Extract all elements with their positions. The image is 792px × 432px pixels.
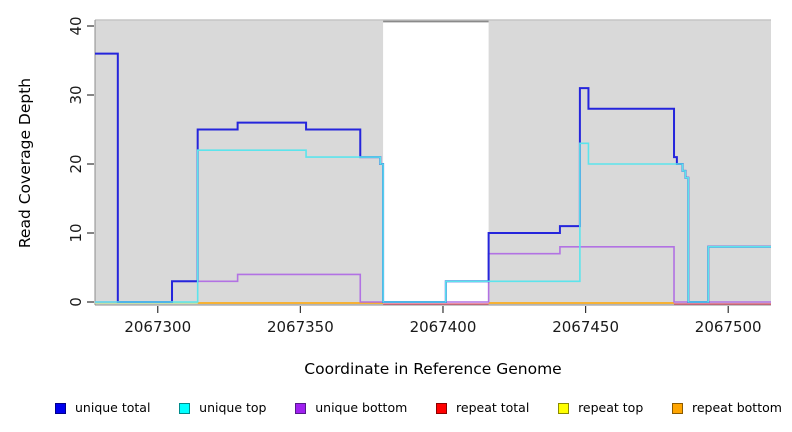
x-tick-label: 2067450: [552, 318, 619, 336]
y-tick-label: 0: [67, 297, 85, 307]
x-tick-label: 2067400: [410, 318, 477, 336]
highlight-band: [383, 21, 489, 305]
y-tick-label: 40: [67, 16, 85, 35]
legend-item-repeat-total: repeat total: [436, 399, 530, 415]
legend-item-unique-bottom: unique bottom: [295, 399, 408, 415]
series-unique-top: [95, 142, 771, 303]
y-tick-label: 20: [67, 154, 85, 173]
legend-label: repeat bottom: [692, 399, 782, 415]
legend-label: repeat total: [456, 399, 530, 415]
data-series: [95, 52, 771, 305]
y-axis-title: Read Coverage Depth: [16, 78, 34, 248]
legend: unique total unique top unique bottom repea…: [55, 398, 782, 418]
y-tick-label: 30: [67, 85, 85, 104]
y-tick-label: 10: [67, 223, 85, 242]
x-tick-label: 2067300: [124, 318, 191, 336]
legend-label: unique bottom: [315, 399, 408, 415]
legend-swatch-icon: [558, 402, 570, 414]
legend-label: unique total: [75, 399, 151, 415]
x-axis-title: Coordinate in Reference Genome: [304, 360, 561, 378]
plot-panel: [95, 19, 771, 305]
x-tick-label: 2067500: [695, 318, 762, 336]
legend-item-unique-top: unique top: [179, 399, 267, 415]
legend-item-unique-total: unique total: [55, 399, 151, 415]
legend-swatch-icon: [436, 402, 448, 414]
legend-item-repeat-top: repeat top: [558, 399, 644, 415]
axes: 0 10 20 30 40 2067300 2067350 2067400 2067450 206…: [67, 16, 771, 336]
x-tick-label: 2067350: [267, 318, 334, 336]
legend-item-repeat-bottom: repeat bottom: [672, 399, 782, 415]
legend-swatch-icon: [55, 402, 66, 414]
legend-swatch-icon: [672, 402, 683, 414]
legend-label: unique top: [199, 399, 267, 415]
legend-label: repeat top: [578, 399, 644, 415]
legend-swatch-icon: [179, 402, 191, 414]
legend-swatch-icon: [295, 402, 307, 414]
